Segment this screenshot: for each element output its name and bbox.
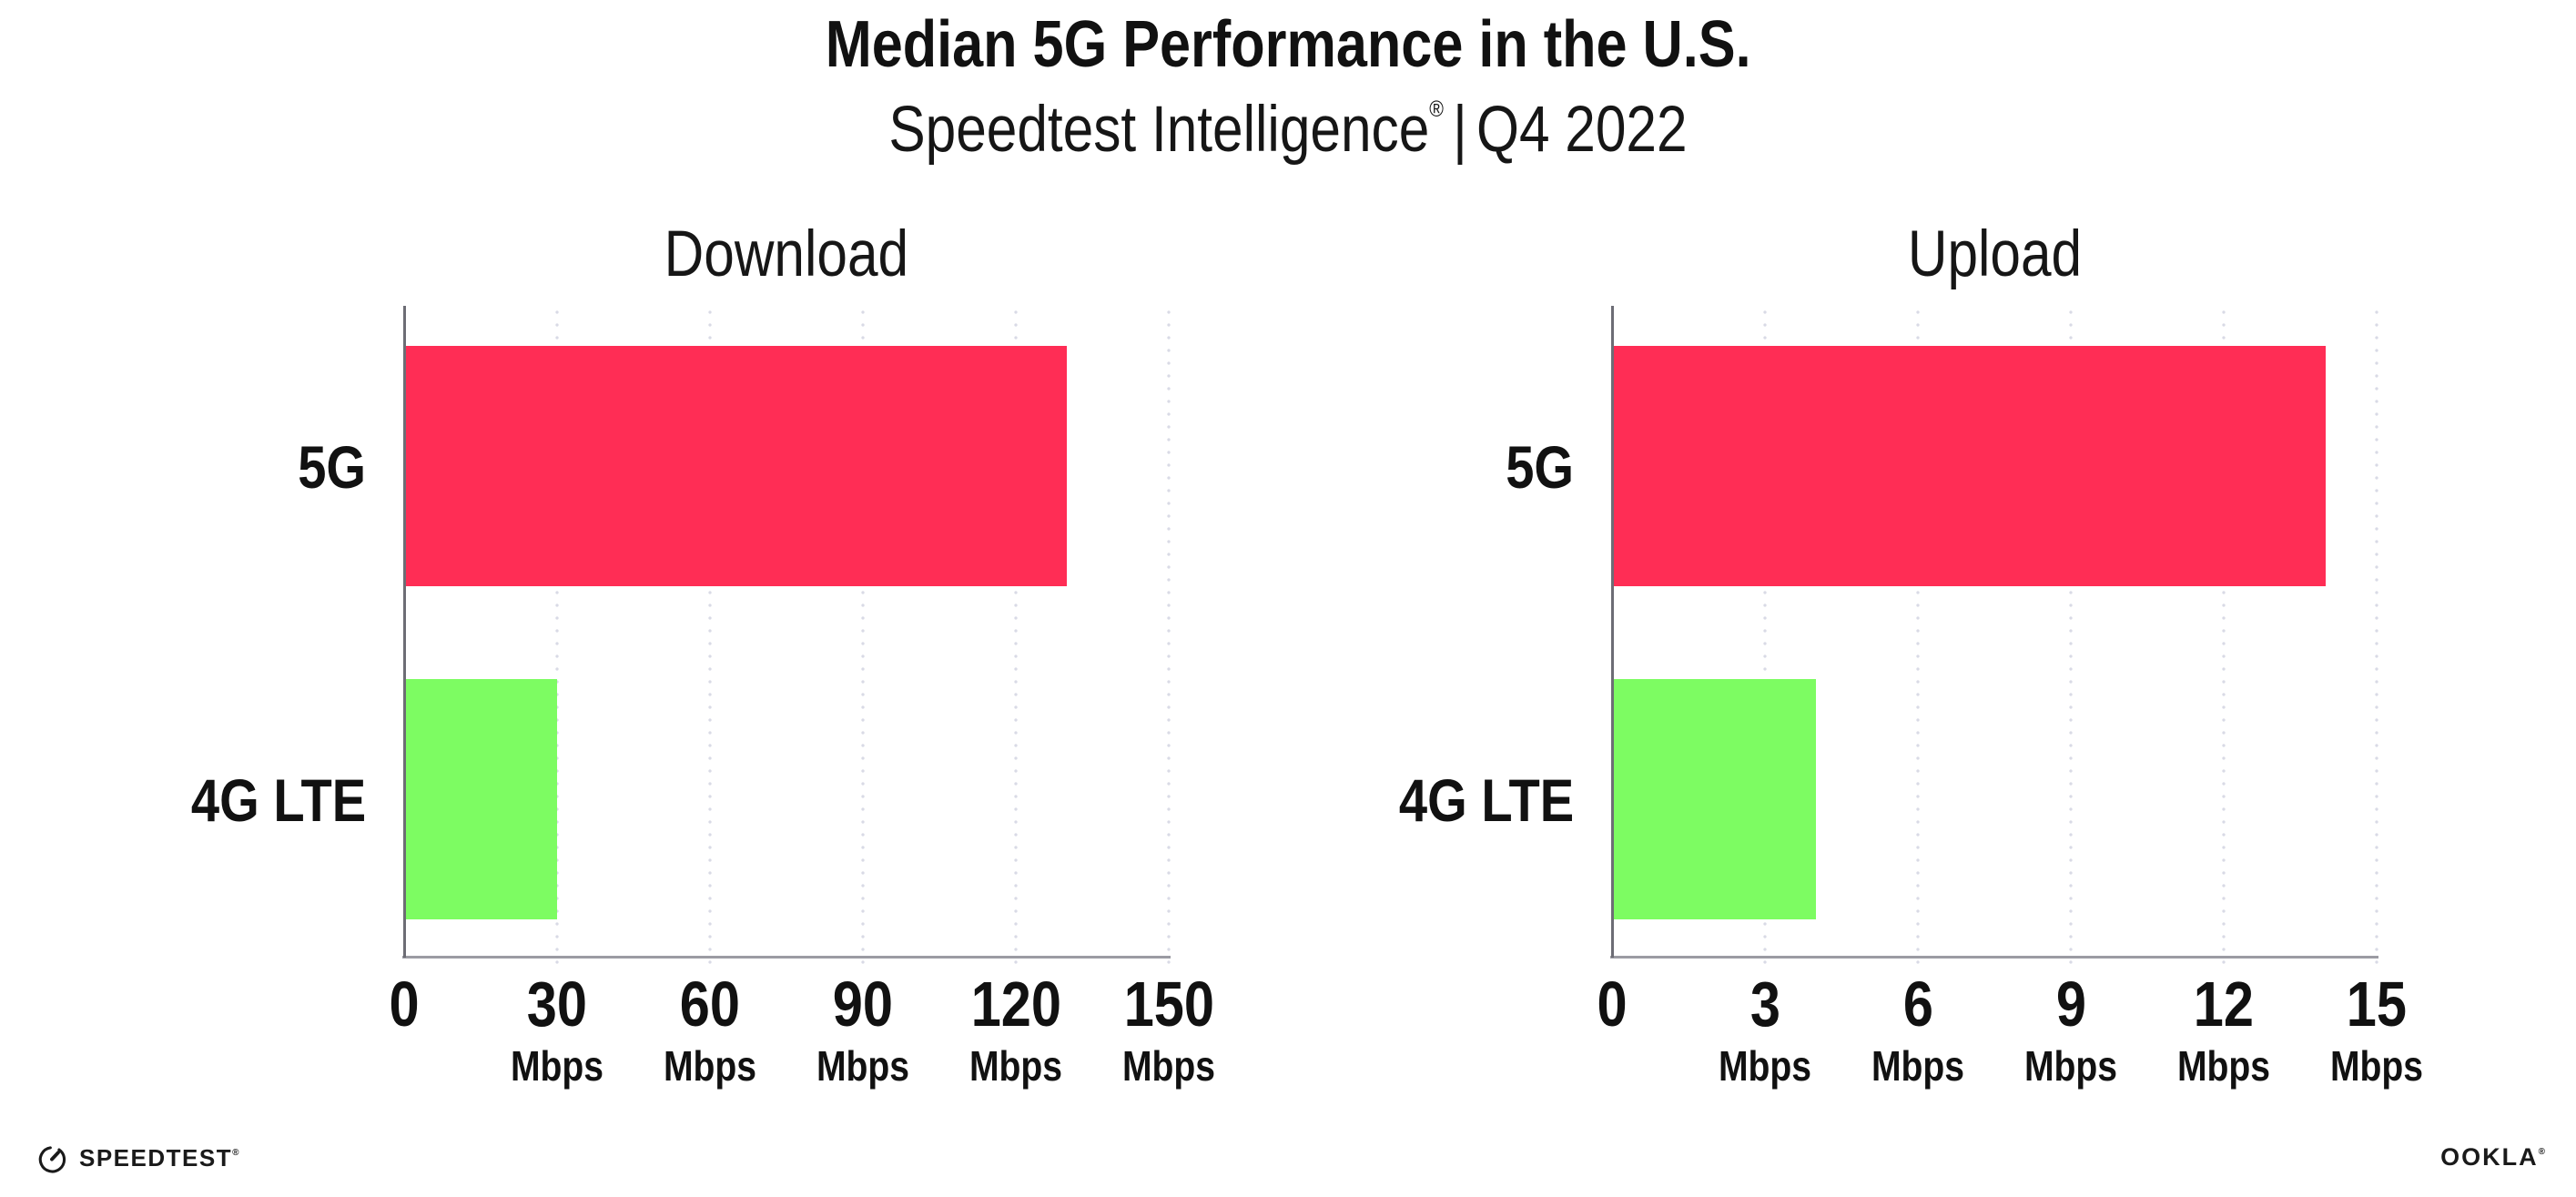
download-category-label-4g-lte: 4G LTE: [190, 766, 366, 834]
upload-chart-title: Upload: [1907, 218, 2082, 290]
y-axis-line: [1611, 306, 1614, 958]
ookla-logo: OOKLA®: [2440, 1143, 2545, 1172]
speedtest-logo: SPEEDTEST®: [36, 1142, 238, 1173]
upload-tick-6: 6 Mbps: [1871, 969, 1965, 1090]
upload-tick-3: 3 Mbps: [1718, 969, 1812, 1090]
page-title: Median 5G Performance in the U.S.: [0, 8, 2576, 81]
bar-5g-download: [404, 346, 1067, 586]
gridline: [1167, 306, 1171, 968]
download-tick-30: 30 Mbps: [510, 969, 604, 1090]
download-tick-0: 0: [389, 969, 420, 1040]
download-tick-90: 90 Mbps: [816, 969, 910, 1090]
upload-tick-12: 12 Mbps: [2176, 969, 2271, 1090]
download-tick-150: 150 Mbps: [1121, 969, 1216, 1090]
speedometer-gauge-icon: [38, 1146, 66, 1173]
upload-chart: Upload 5G 4G LTE: [1399, 0, 2378, 1197]
x-axis-line: [1610, 956, 2378, 959]
gridline: [1014, 306, 1018, 968]
registered-mark: ®: [1429, 96, 1444, 122]
speedtest-registered-mark: ®: [232, 1147, 239, 1158]
ookla-logo-text: OOKLA: [2440, 1143, 2539, 1171]
download-category-label-5g: 5G: [298, 433, 366, 501]
gridline: [2069, 306, 2073, 968]
subtitle-period: Q4 2022: [1476, 94, 1688, 166]
gridline: [2375, 306, 2378, 968]
upload-category-label-5g: 5G: [1506, 433, 1574, 501]
speedtest-logo-text: SPEEDTEST®: [79, 1143, 239, 1172]
upload-tick-0: 0: [1597, 969, 1628, 1040]
page-subtitle-text: Speedtest Intelligence® | Q4 2022: [888, 94, 1688, 166]
upload-tick-9: 9 Mbps: [2023, 969, 2118, 1090]
bar-4g-lte-upload: [1612, 679, 1816, 919]
gridline: [1763, 306, 1767, 968]
bar-4g-lte-download: [404, 679, 557, 919]
download-chart: Download 5G 4G LTE: [191, 0, 1171, 1197]
download-tick-60: 60 Mbps: [663, 969, 757, 1090]
download-chart-title: Download: [664, 218, 909, 290]
y-axis-line: [403, 306, 406, 958]
gridline: [555, 306, 559, 968]
ookla-registered-mark: ®: [2538, 1147, 2545, 1157]
upload-plot-area: [1610, 306, 2378, 968]
upload-tick-15: 15 Mbps: [2329, 969, 2424, 1090]
subtitle-brand: Speedtest Intelligence: [888, 94, 1430, 166]
page-subtitle: Speedtest Intelligence® | Q4 2022: [0, 94, 2576, 166]
gridline: [2222, 306, 2226, 968]
x-axis-line: [402, 956, 1171, 959]
gridline: [1916, 306, 1920, 968]
subtitle-separator: |: [1453, 94, 1467, 166]
download-tick-120: 120 Mbps: [969, 969, 1063, 1090]
gridline: [708, 306, 712, 968]
gridline: [861, 306, 865, 968]
download-plot-area: [402, 306, 1171, 968]
page-title-text: Median 5G Performance in the U.S.: [825, 8, 1751, 81]
bar-5g-upload: [1612, 346, 2326, 586]
upload-category-label-4g-lte: 4G LTE: [1398, 766, 1574, 834]
